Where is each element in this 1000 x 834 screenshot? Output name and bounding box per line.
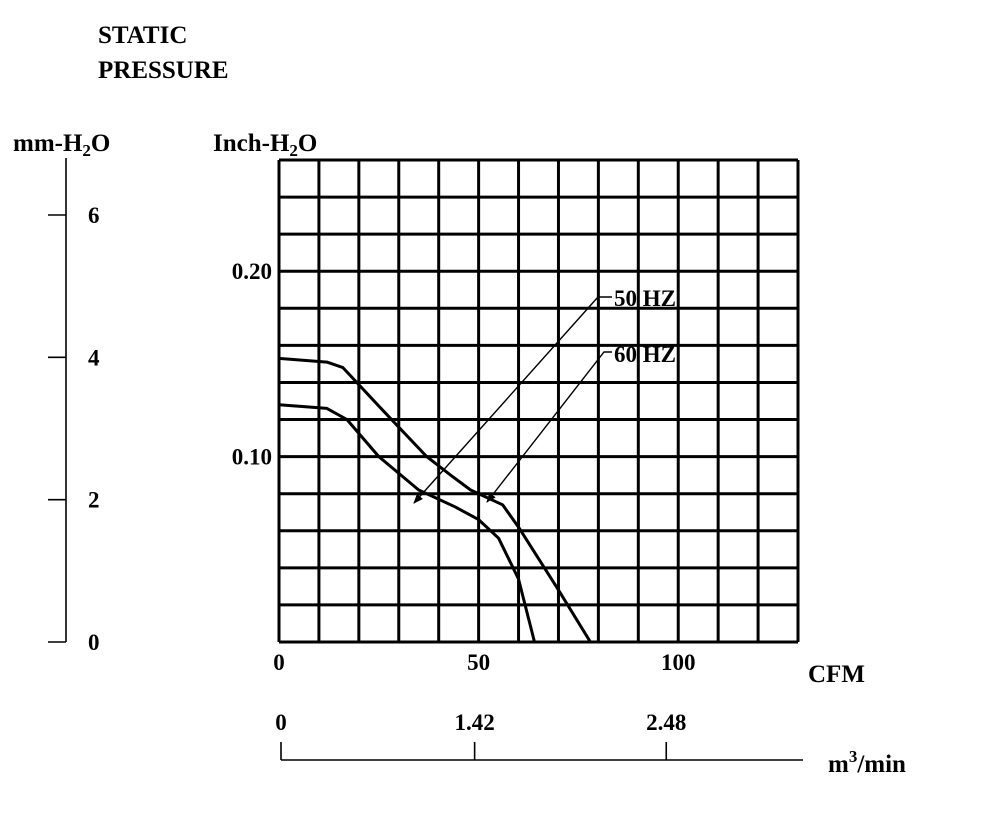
chart-title: STATIC PRESSURE	[98, 22, 229, 84]
m3-min-axis: 0 1.42 2.48	[275, 710, 803, 761]
axis-unit-labels: mm-H2O Inch-H2O CFM m3/min	[13, 130, 906, 778]
y-tick-label: 0.20	[232, 259, 272, 284]
legend-label-60-hz: 60 HZ	[614, 342, 676, 367]
series-line-50-hz	[277, 403, 536, 644]
cfm-tick-labels: 0 50 100	[273, 650, 695, 675]
legend-leader-60-hz	[486, 351, 612, 503]
title-line-pressure: PRESSURE	[98, 57, 229, 84]
inch-h2o-tick-labels: 0.20 0.10	[232, 259, 272, 469]
x-tick-label: 100	[661, 650, 696, 675]
inch-h2o-unit-label: Inch-H2O	[213, 130, 317, 160]
m3-tick-label: 2.48	[646, 710, 686, 735]
m3-tick-label: 0	[275, 710, 287, 735]
mm-h2o-unit-label: mm-H2O	[13, 130, 110, 160]
mm-tick-label: 2	[88, 488, 100, 513]
mm-tick-label: 6	[88, 203, 100, 228]
mm-tick-label: 4	[88, 345, 100, 370]
series-line-60-hz	[277, 356, 592, 644]
m3-tick-label: 1.42	[454, 710, 494, 735]
title-line-static: STATIC	[98, 22, 187, 49]
cfm-unit-label: CFM	[808, 661, 865, 688]
x-tick-label: 0	[273, 650, 285, 675]
chart-series: 50 HZ 60 HZ	[277, 286, 676, 644]
mm-tick-label: 0	[88, 630, 100, 655]
x-tick-label: 50	[467, 650, 490, 675]
mm-h2o-axis: 6 4 2 0	[48, 158, 100, 655]
legend-leader-50-hz	[413, 296, 612, 504]
m3-min-unit-label: m3/min	[828, 747, 906, 778]
y-tick-label: 0.10	[232, 445, 272, 470]
legend-label-50-hz: 50 HZ	[614, 286, 676, 311]
chart-grid	[277, 158, 800, 644]
